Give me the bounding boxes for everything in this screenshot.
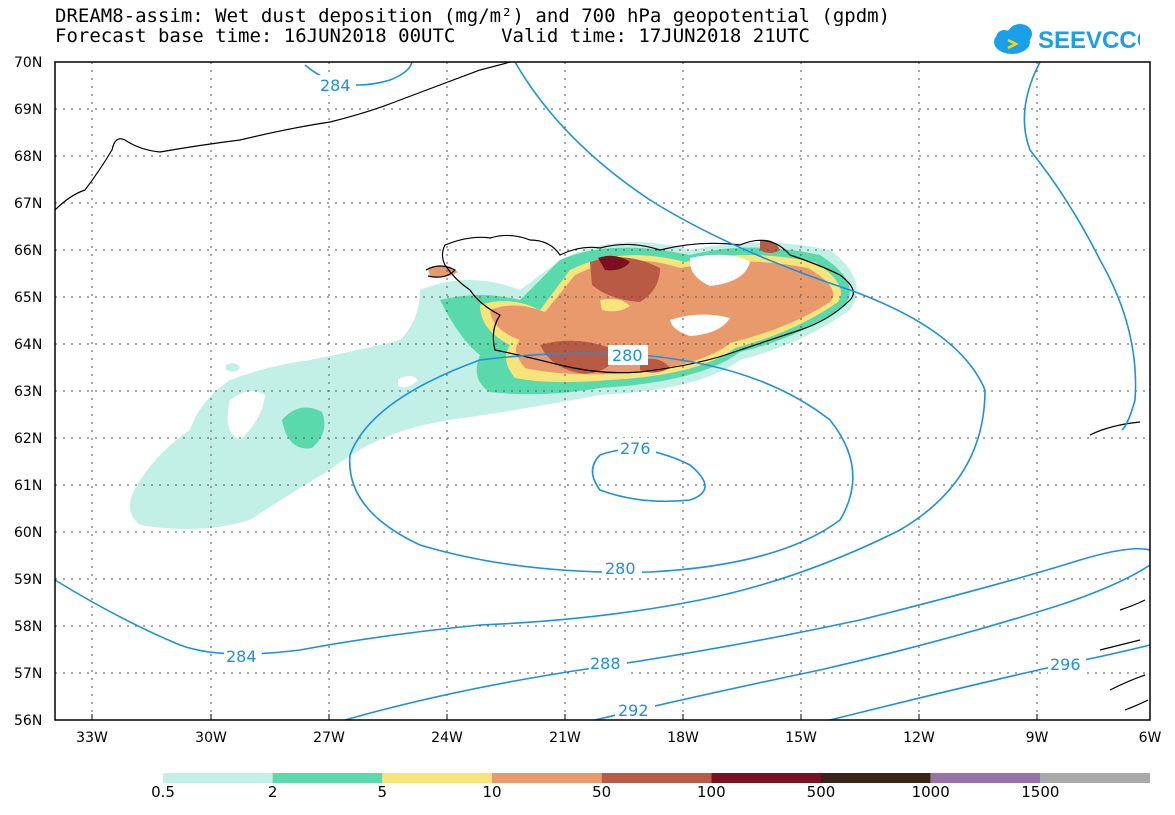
legend-swatch [1040, 773, 1150, 783]
contour-label: 296 [1050, 655, 1081, 674]
lon-label: 33W [76, 730, 108, 746]
lat-label: 70N [14, 55, 42, 71]
lon-label: 9W [1026, 730, 1049, 746]
lat-label: 66N [14, 243, 42, 259]
legend-swatch [272, 773, 383, 783]
lat-label: 56N [14, 713, 42, 729]
lat-label: 57N [14, 666, 42, 682]
lon-labels: 33W 30W 27W 24W 21W 18W 15W 12W 9W 6W [76, 730, 1161, 746]
lat-label: 67N [14, 196, 42, 212]
coastlines [54, 61, 1149, 711]
contour-label: 276 [620, 439, 651, 458]
lon-label: 12W [903, 730, 935, 746]
logo-text: SEEVCCC [1038, 27, 1140, 54]
lat-label: 69N [14, 102, 42, 118]
contour-label: 288 [590, 654, 621, 673]
map-plot: 284 280 276 280 284 288 292 296 70N 69N … [14, 55, 1162, 746]
legend-label: 5 [377, 783, 388, 801]
lat-label: 65N [14, 290, 42, 306]
lon-label: 30W [195, 730, 227, 746]
map-frame [54, 61, 1151, 721]
legend-swatch [821, 773, 931, 783]
contour-288 [344, 547, 1151, 721]
contour-labels: 284 280 276 280 284 288 292 296 [224, 75, 1086, 720]
lat-label: 62N [14, 431, 42, 447]
contour-280-inner [348, 352, 854, 574]
lon-label: 27W [313, 730, 345, 746]
lat-label: 60N [14, 525, 42, 541]
contour-280-outer [54, 61, 986, 655]
legend-swatch [492, 773, 602, 783]
lat-label: 68N [14, 149, 42, 165]
lat-label: 59N [14, 572, 42, 588]
legend-label: 1000 [911, 783, 950, 801]
contour-296 [829, 644, 1151, 721]
legend-label: 10 [482, 783, 502, 801]
lat-labels: 70N 69N 68N 67N 66N 65N 64N 63N 62N 61N … [14, 55, 42, 729]
dust-deposition-shading [130, 239, 857, 529]
contour-label: 284 [226, 647, 257, 666]
tick-marks [91, 714, 1038, 720]
lon-label: 21W [549, 730, 581, 746]
legend-label: 2 [267, 783, 278, 801]
legend-swatch [711, 773, 821, 783]
legend-label: 50 [592, 783, 612, 801]
lon-label: 6W [1139, 730, 1162, 746]
lon-label: 15W [785, 730, 817, 746]
legend-label: 500 [806, 783, 836, 801]
lat-label: 61N [14, 478, 42, 494]
legend-swatch [930, 773, 1041, 783]
legend-swatch [163, 773, 273, 783]
lat-label: 58N [14, 619, 42, 635]
lon-label: 18W [667, 730, 699, 746]
geopotential-contours [54, 61, 1151, 721]
legend-swatch [382, 773, 492, 783]
legend-colorbar [163, 773, 1150, 783]
seevccc-logo: SEEVCCC [994, 24, 1140, 54]
legend-label: 0.5 [151, 783, 175, 801]
graticule [55, 62, 1150, 720]
contour-label: 280 [612, 346, 643, 365]
legend-label: 1500 [1021, 783, 1060, 801]
map-subtitle: Forecast base time: 16JUN2018 00UTC Vali… [55, 25, 810, 47]
lon-label: 24W [431, 730, 463, 746]
legend-swatch [601, 773, 712, 783]
contour-east [1023, 61, 1137, 431]
contour-292 [594, 564, 1151, 721]
lat-label: 64N [14, 337, 42, 353]
contour-label: 292 [618, 701, 649, 720]
cloud-icon [994, 24, 1032, 54]
contour-label: 284 [320, 76, 351, 95]
contour-label: 280 [605, 559, 636, 578]
map-title: DREAM8-assim: Wet dust deposition (mg/m²… [55, 5, 891, 27]
lat-label: 63N [14, 384, 42, 400]
legend-label: 100 [697, 783, 726, 801]
